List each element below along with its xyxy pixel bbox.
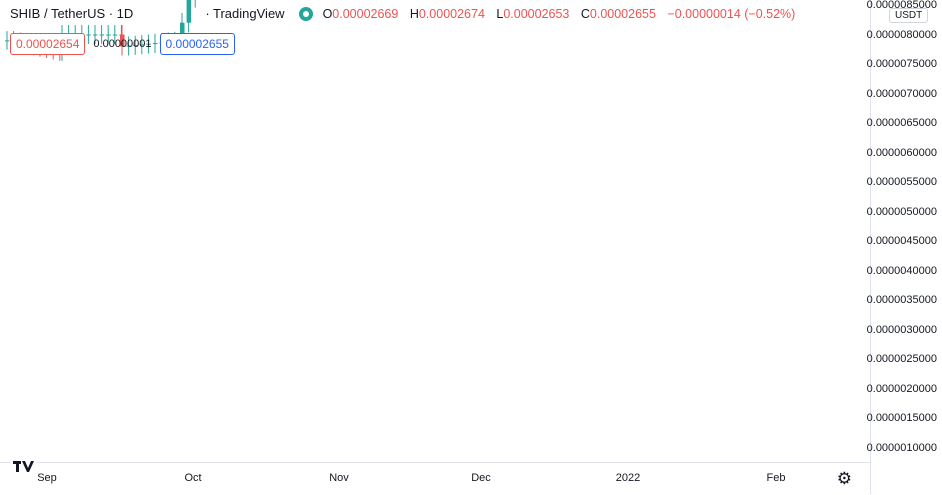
data-provider: · TradingView [205, 6, 285, 21]
eye-icon[interactable] [298, 6, 313, 21]
price-tick-label: 0.0000055000 [866, 176, 937, 188]
high-value: 0.00002674 [418, 6, 485, 21]
price-tick-label: 0.0000045000 [866, 235, 937, 247]
time-tick-label: 2022 [615, 472, 641, 484]
price-tick-label: 0.0000010000 [866, 441, 937, 454]
buy-button[interactable]: 0.00002655 [159, 33, 235, 55]
time-tick-label: Nov [329, 472, 349, 484]
candle-body [186, 0, 192, 23]
close-value: 0.00002655 [589, 6, 656, 21]
time-tick-label: Sep [37, 472, 57, 484]
spread-value: 0.00000001 [93, 38, 152, 50]
price-tick-label: 0.0000025000 [866, 353, 937, 365]
close-label: C [580, 6, 590, 21]
symbol-title[interactable]: SHIB / TetherUS · 1D [10, 6, 134, 21]
candle-body [180, 22, 185, 41]
price-tick-label: 0.0000020000 [866, 382, 937, 395]
currency-badge[interactable]: USDT [889, 8, 929, 23]
price-tick-label: 0.0000030000 [866, 323, 937, 336]
gear-icon[interactable]: ⚙ [836, 469, 852, 488]
price-tick-label: 0.0000015000 [866, 412, 937, 424]
open-value: 0.00002669 [332, 6, 399, 21]
chart-pane[interactable]: SHIB / TetherUS · 1D · TradingView O0.00… [0, 0, 870, 462]
low-value: 0.00002653 [503, 6, 570, 21]
price-tick-label: 0.0000050000 [866, 205, 937, 218]
candle-body [99, 34, 105, 36]
candle-body [93, 34, 98, 36]
price-tick-label: 0.0000035000 [866, 294, 937, 306]
candle-body [126, 45, 132, 47]
chart-legend: SHIB / TetherUS · 1D · TradingView O0.00… [10, 6, 803, 21]
price-tick-label: 0.0000060000 [866, 146, 937, 159]
candle-body [86, 34, 91, 36]
ohlc-values: O0.00002669 H0.00002674 L0.00002653 C0.0… [323, 7, 804, 21]
price-tick-label: 0.0000080000 [866, 28, 937, 41]
change-value: −0.00000014 (−0.52%) [667, 6, 796, 21]
quote-panel: 0.00002654 0.00000001 0.00002655 [10, 33, 235, 55]
time-tick-label: Dec [471, 472, 491, 484]
time-axis[interactable]: ⚙ Sep Oct Nov Dec 2022 Feb [0, 462, 870, 495]
price-tick-label: 0.0000070000 [866, 87, 937, 100]
candle-body [133, 45, 138, 47]
time-tick-label: Feb [766, 472, 786, 484]
time-tick-label: Oct [184, 472, 202, 484]
price-tick-label: 0.0000040000 [866, 264, 937, 277]
candle-body [120, 34, 125, 47]
candlestick-chart[interactable] [0, 0, 870, 462]
sell-button[interactable]: 0.00002654 [10, 33, 86, 55]
price-tick-label: 0.0000085000 [866, 0, 937, 11]
price-tick-label: 0.0000065000 [866, 117, 937, 129]
candle-body [139, 44, 145, 46]
candle-body [5, 40, 10, 42]
open-label: O [322, 6, 333, 21]
low-label: L [496, 6, 504, 21]
tradingview-logo-icon[interactable] [10, 458, 38, 474]
candle-body [112, 34, 118, 36]
high-label: H [409, 6, 419, 21]
candle-body [146, 43, 151, 45]
price-tick-label: 0.0000075000 [866, 58, 937, 70]
candle-body [153, 43, 158, 45]
price-scale[interactable]: USDT 0.0000085000 0.0000080000 0.000007500… [866, 0, 942, 494]
candle-body [106, 34, 111, 36]
